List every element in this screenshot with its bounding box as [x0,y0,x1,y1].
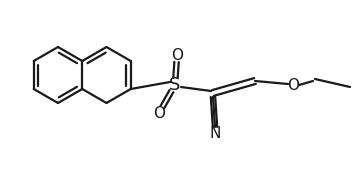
Text: S: S [169,76,181,94]
Text: O: O [171,47,183,63]
Text: N: N [209,125,221,141]
Text: O: O [153,106,165,120]
Text: O: O [287,78,299,92]
